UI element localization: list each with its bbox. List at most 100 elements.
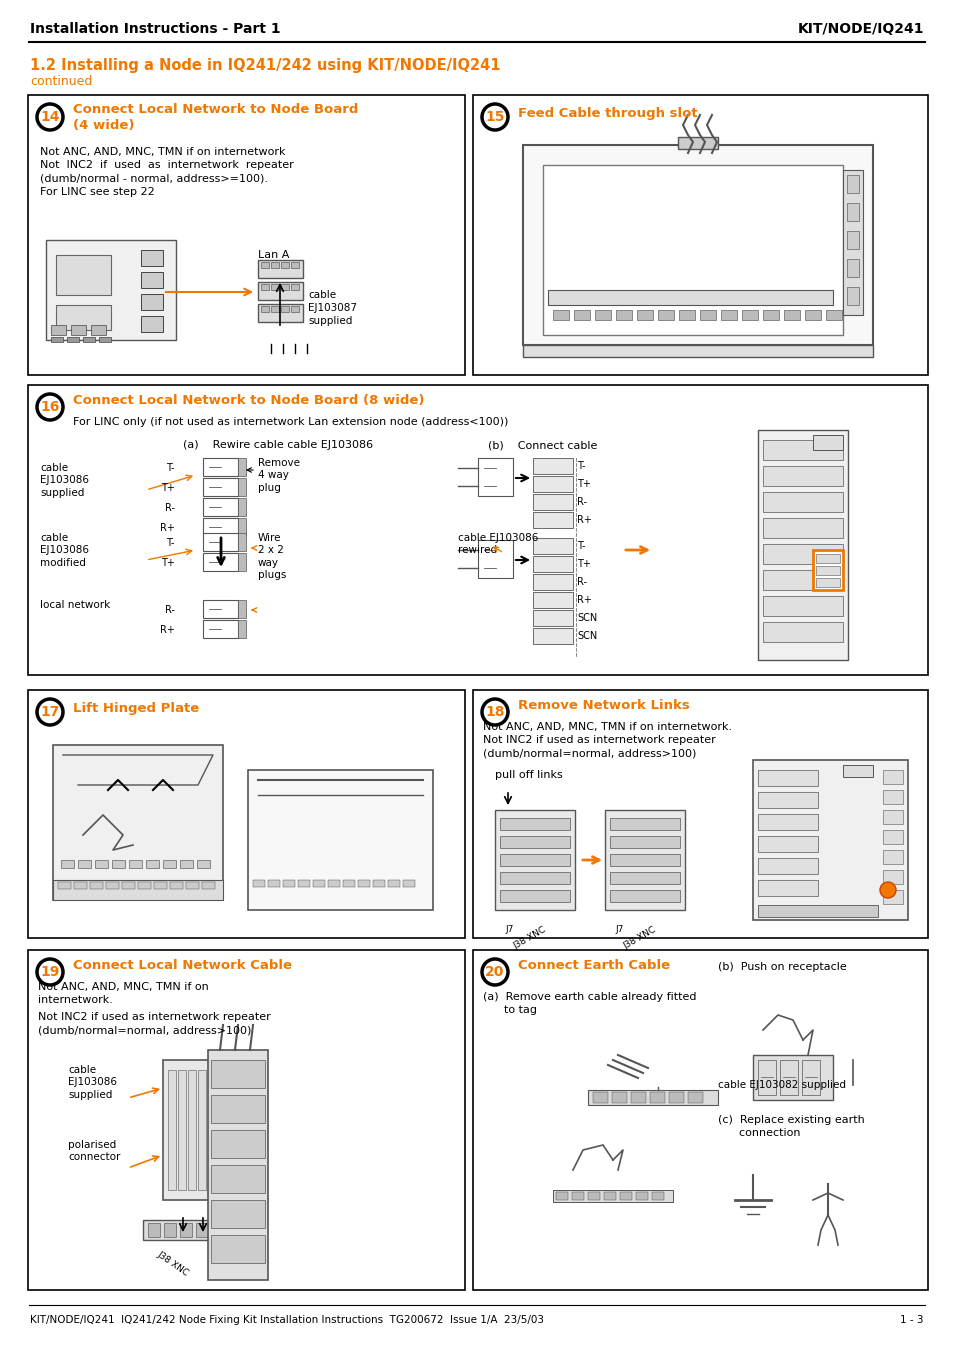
Bar	[762, 544, 842, 563]
Bar	[164, 1223, 175, 1238]
Text: (c)  Replace existing earth
      connection: (c) Replace existing earth connection	[718, 1115, 863, 1138]
Bar	[58, 882, 71, 889]
Bar	[202, 882, 214, 889]
Bar	[658, 309, 673, 320]
Bar	[473, 690, 927, 938]
Bar	[758, 792, 817, 808]
Bar	[51, 336, 63, 342]
Circle shape	[290, 334, 299, 345]
Text: J7: J7	[616, 925, 623, 934]
Text: Connect Local Network to Node Board: Connect Local Network to Node Board	[73, 103, 358, 116]
Bar	[587, 1090, 718, 1105]
Text: pull off links: pull off links	[495, 770, 562, 780]
Bar	[28, 950, 464, 1290]
Text: T+: T+	[161, 558, 174, 567]
Bar	[328, 880, 339, 888]
Bar	[211, 1061, 265, 1088]
Circle shape	[481, 698, 507, 725]
Bar	[261, 305, 269, 312]
Bar	[281, 284, 289, 290]
Circle shape	[483, 480, 496, 492]
Circle shape	[209, 501, 221, 513]
Circle shape	[483, 562, 496, 574]
Bar	[178, 1070, 186, 1190]
Bar	[495, 811, 575, 911]
Bar	[553, 309, 568, 320]
Bar	[281, 262, 289, 267]
Text: Not ANC, AND, MNC, TMN if on internetwork.
Not INC2 if used as internetwork repe: Not ANC, AND, MNC, TMN if on internetwor…	[482, 721, 731, 758]
Bar	[90, 882, 103, 889]
Bar	[762, 492, 842, 512]
Bar	[542, 165, 842, 335]
Bar	[587, 1192, 599, 1200]
Bar	[780, 1061, 797, 1096]
Bar	[801, 1061, 820, 1096]
Bar	[758, 770, 817, 786]
Circle shape	[645, 1063, 669, 1088]
Bar	[533, 628, 573, 644]
Circle shape	[209, 481, 221, 493]
Bar	[203, 499, 237, 516]
Bar	[53, 880, 223, 900]
Bar	[636, 1192, 647, 1200]
Text: J7: J7	[505, 925, 514, 934]
Bar	[99, 336, 111, 342]
Text: T-: T-	[167, 538, 174, 549]
Circle shape	[804, 1071, 816, 1084]
Bar	[499, 890, 569, 902]
Bar	[153, 882, 167, 889]
Bar	[51, 326, 66, 335]
Bar	[533, 512, 573, 528]
Circle shape	[818, 1166, 836, 1183]
Bar	[609, 871, 679, 884]
Bar	[148, 1223, 160, 1238]
Bar	[553, 1190, 672, 1202]
Bar	[533, 476, 573, 492]
Text: polarised
connector: polarised connector	[68, 1140, 120, 1162]
Bar	[237, 600, 246, 617]
Bar	[53, 744, 223, 900]
Circle shape	[483, 544, 496, 557]
Bar	[572, 1192, 583, 1200]
Bar	[237, 517, 246, 536]
Bar	[678, 136, 718, 149]
Bar	[679, 309, 695, 320]
Text: (4 wide): (4 wide)	[73, 119, 134, 132]
Bar	[762, 466, 842, 486]
Bar	[574, 309, 589, 320]
Bar	[402, 880, 415, 888]
Bar	[203, 458, 237, 476]
Text: 1.2 Installing a Node in IQ241/242 using KIT/NODE/IQ241: 1.2 Installing a Node in IQ241/242 using…	[30, 58, 500, 73]
Bar	[762, 440, 842, 459]
Bar	[815, 554, 840, 563]
Text: (a)    Rewire cable cable EJ103086: (a) Rewire cable cable EJ103086	[183, 440, 373, 450]
Bar	[271, 284, 278, 290]
Bar	[846, 176, 858, 193]
Bar	[253, 880, 265, 888]
Bar	[211, 1235, 265, 1263]
Text: 17: 17	[40, 705, 60, 719]
Bar	[388, 880, 399, 888]
Circle shape	[277, 334, 288, 345]
Bar	[188, 1070, 195, 1190]
Bar	[668, 1092, 683, 1102]
Bar	[257, 259, 303, 278]
Bar	[74, 882, 87, 889]
Bar	[56, 305, 111, 330]
Text: cable
EJ103087
supplied: cable EJ103087 supplied	[308, 290, 356, 327]
Text: 16: 16	[40, 400, 60, 413]
Circle shape	[209, 521, 221, 534]
Bar	[180, 861, 193, 867]
Bar	[649, 1092, 664, 1102]
Bar	[846, 231, 858, 249]
Bar	[842, 170, 862, 315]
Text: 20: 20	[485, 965, 504, 979]
Text: local network: local network	[40, 600, 111, 611]
Bar	[619, 1192, 631, 1200]
Text: R-: R-	[577, 497, 586, 507]
Bar	[212, 1223, 224, 1238]
Bar	[473, 95, 927, 376]
Circle shape	[209, 461, 221, 473]
Bar	[762, 621, 842, 642]
Text: R+: R+	[577, 515, 591, 526]
